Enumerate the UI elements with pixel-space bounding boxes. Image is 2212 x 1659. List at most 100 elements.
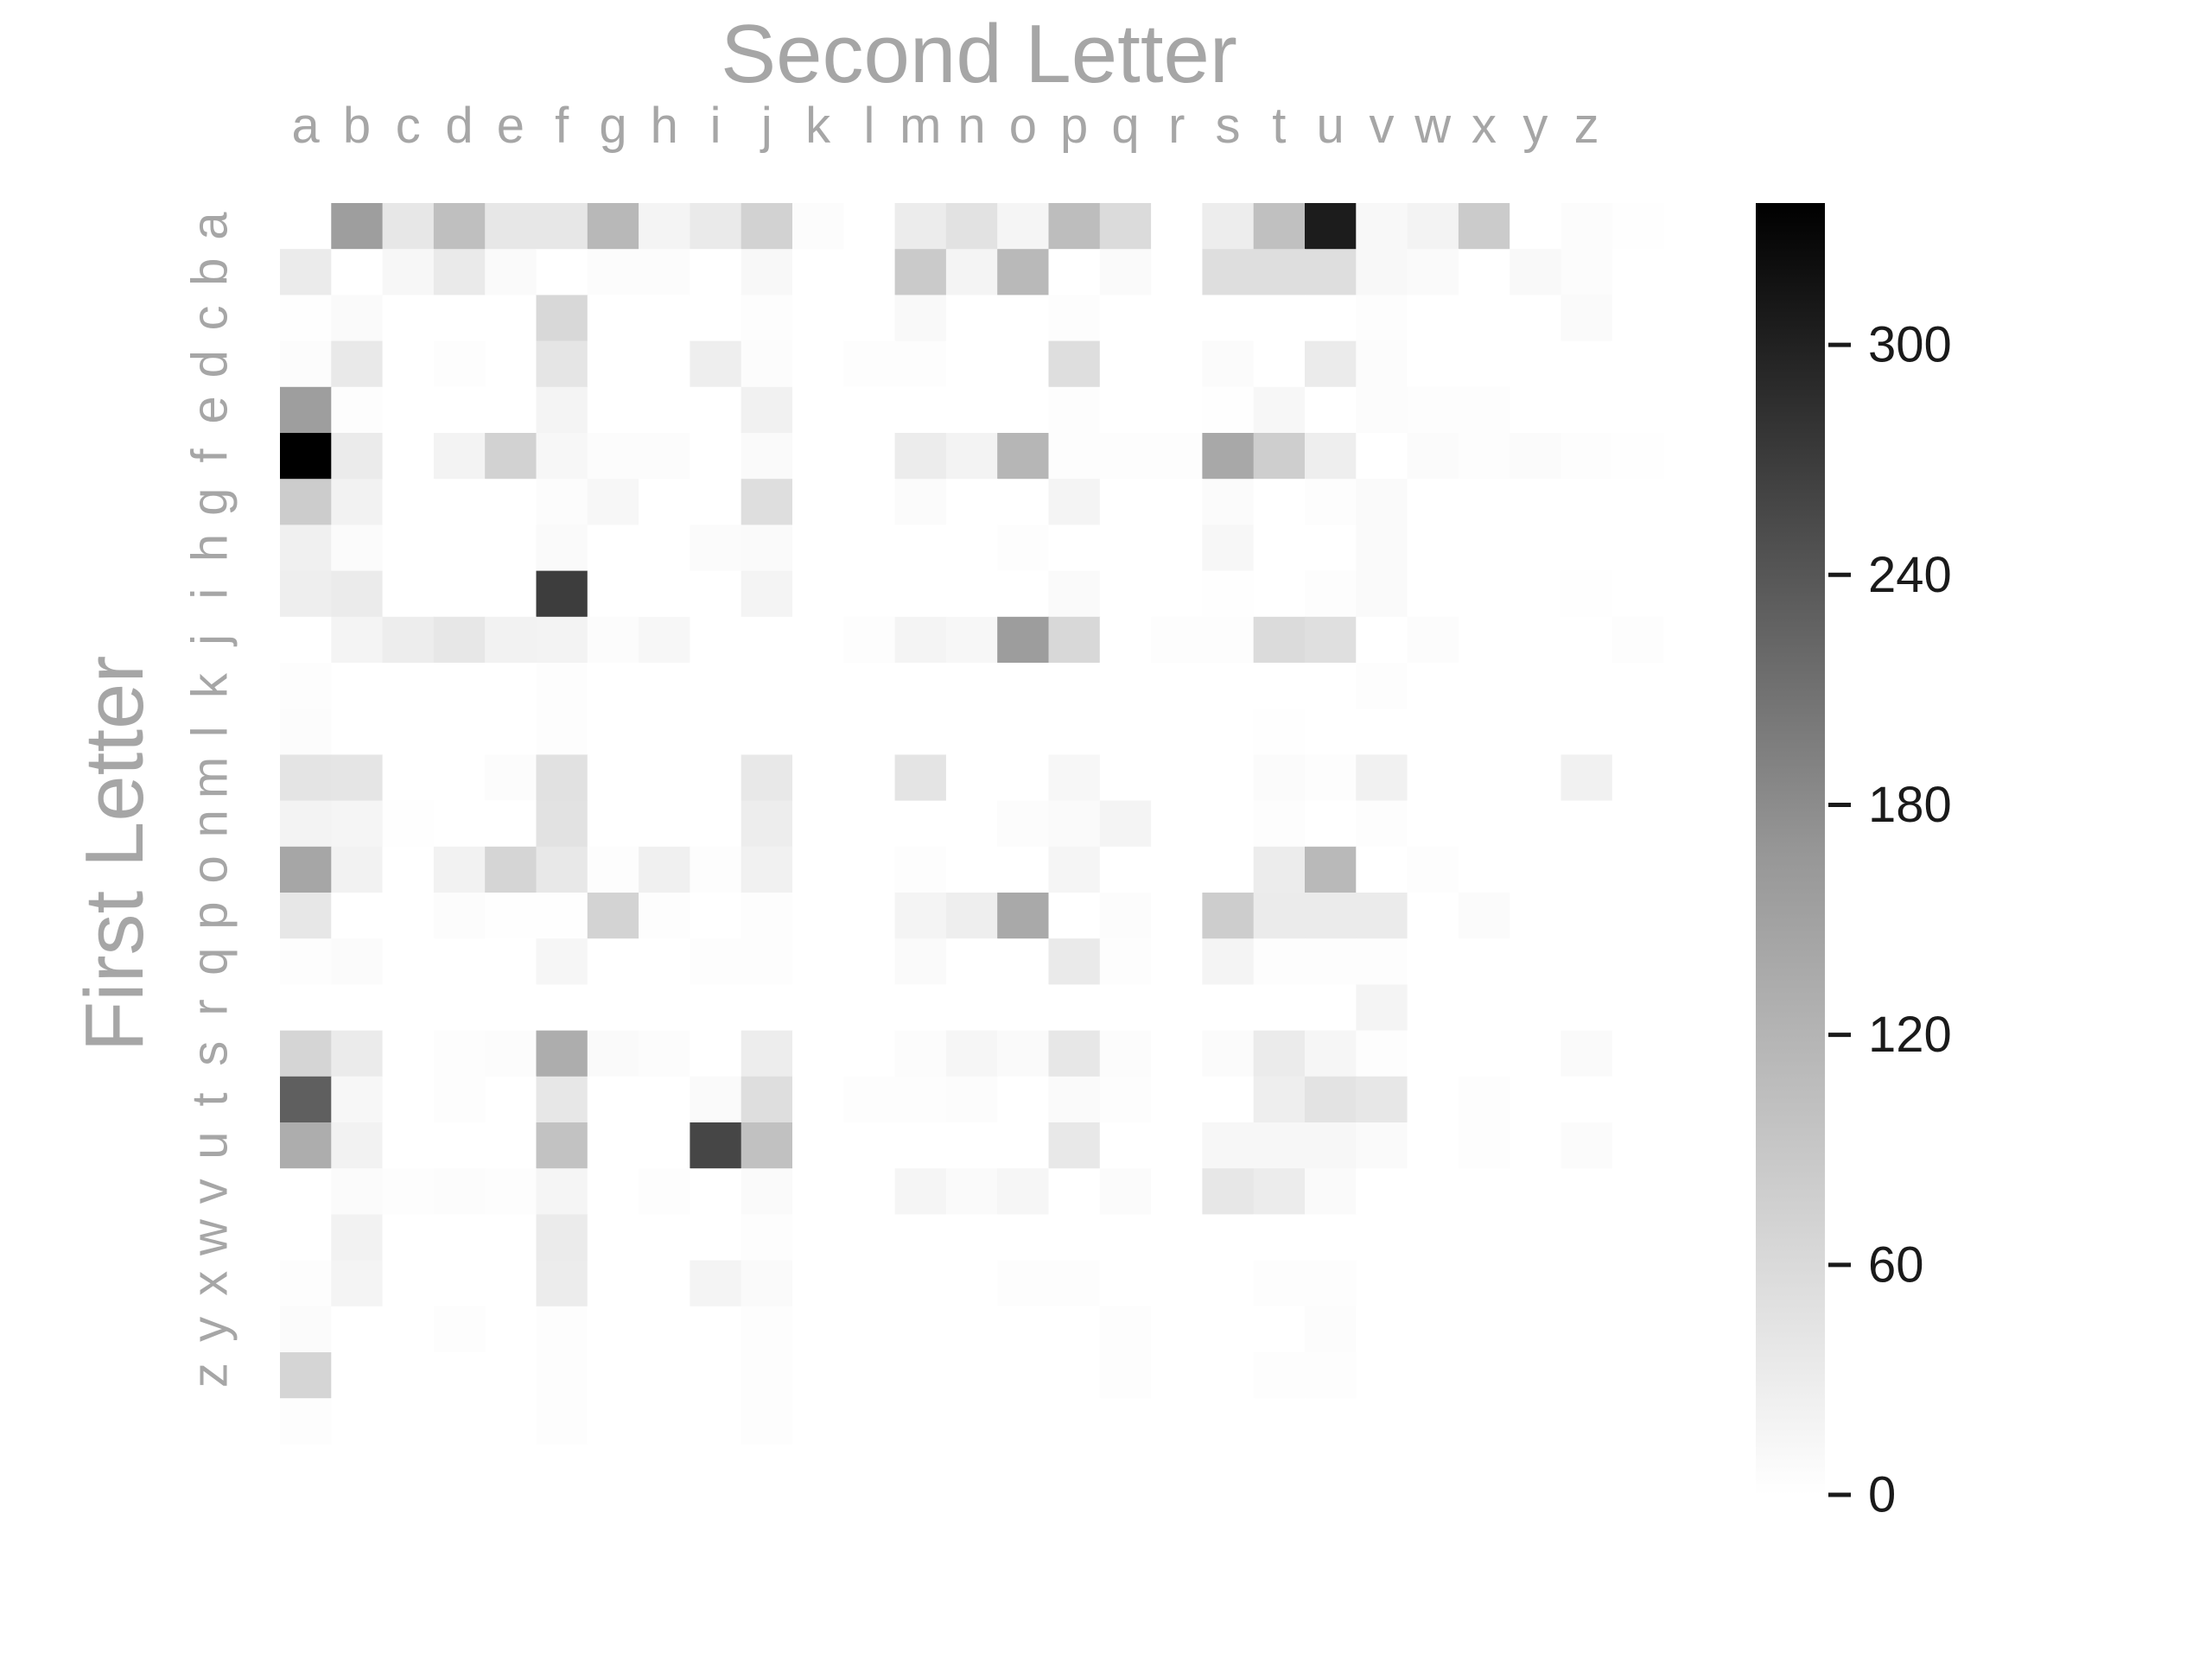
heatmap-cell (690, 249, 742, 296)
colorbar-ticks: 0 60 120 180 240 300 (1828, 317, 1952, 1523)
heatmap-cell (741, 295, 793, 342)
heatmap-cell (1305, 709, 1357, 755)
heatmap-cell (792, 846, 844, 893)
heatmap-cell (485, 984, 537, 1032)
heatmap-cell (1611, 616, 1664, 664)
heatmap-cell (587, 386, 639, 434)
heatmap-cell (997, 709, 1050, 755)
x-tick-label: b (343, 98, 371, 154)
heatmap-cell (894, 1352, 947, 1399)
heatmap-cell (1458, 340, 1510, 388)
heatmap-cell (331, 570, 384, 618)
heatmap-cell (1560, 1030, 1613, 1077)
heatmap-cell (1611, 249, 1664, 296)
colorbar-tick-label: 240 (1868, 547, 1952, 603)
heatmap-cell (433, 1306, 486, 1353)
y-tick-label: r (182, 999, 238, 1015)
heatmap-cell (1560, 984, 1613, 1032)
heatmap-cell (792, 1122, 844, 1169)
heatmap-cell (997, 1398, 1050, 1445)
heatmap-cell (945, 754, 998, 802)
heatmap-cell (997, 984, 1050, 1032)
heatmap-cell (1560, 800, 1613, 848)
heatmap-cell (1202, 249, 1255, 296)
y-tick-label: f (182, 448, 238, 463)
heatmap-cell (1458, 709, 1510, 755)
y-tick-label: e (182, 396, 238, 423)
heatmap-cell (894, 893, 947, 939)
heatmap-cell (1611, 1122, 1664, 1169)
heatmap-cell (433, 570, 486, 618)
heatmap-cell (1202, 295, 1255, 342)
heatmap-cell (1510, 479, 1562, 525)
x-tick-label: w (1414, 98, 1452, 154)
heatmap-cell (843, 984, 896, 1032)
heatmap-cell (1560, 1306, 1613, 1353)
heatmap-cell (792, 386, 844, 434)
heatmap-cell (741, 479, 793, 525)
heatmap-cell (1099, 524, 1152, 572)
heatmap-cell (331, 249, 384, 296)
heatmap-cell (945, 249, 998, 296)
y-tick-label: m (182, 757, 238, 798)
heatmap-cell (1356, 1352, 1408, 1399)
heatmap-cell (997, 1168, 1050, 1215)
heatmap-cell (1253, 663, 1306, 709)
heatmap-cell (1048, 984, 1101, 1032)
heatmap-cell (690, 1260, 742, 1307)
heatmap-cell (843, 938, 896, 985)
heatmap-cell (945, 570, 998, 618)
heatmap-cell (894, 524, 947, 572)
heatmap-cell (690, 1214, 742, 1262)
heatmap-cell (1253, 1030, 1306, 1077)
heatmap-cell (485, 1122, 537, 1169)
heatmap-cell (792, 1214, 844, 1262)
heatmap-cell (843, 754, 896, 802)
heatmap-cell (1253, 984, 1306, 1032)
heatmap-cell (1202, 663, 1255, 709)
heatmap-cell (945, 386, 998, 434)
heatmap-cell (997, 479, 1050, 525)
heatmap-cell (382, 1398, 435, 1445)
x-tick-label: u (1317, 98, 1344, 154)
y-tick-label: h (182, 534, 238, 562)
heatmap-cell (690, 800, 742, 848)
heatmap-cell (945, 524, 998, 572)
heatmap-cell (1611, 386, 1664, 434)
heatmap-cell (690, 663, 742, 709)
heatmap-cell (639, 1306, 690, 1353)
heatmap-cell (1202, 754, 1255, 802)
heatmap-cell (1099, 1306, 1152, 1353)
heatmap-cell (1611, 1260, 1664, 1307)
heatmap-cell (741, 754, 793, 802)
heatmap-cell (433, 1122, 486, 1169)
heatmap-cell (587, 1122, 639, 1169)
heatmap-cell (1458, 1352, 1510, 1399)
heatmap-cell (945, 1168, 998, 1215)
heatmap-cell (639, 249, 690, 296)
heatmap-cell (792, 340, 844, 388)
heatmap-cell (1253, 616, 1306, 664)
heatmap-cell (894, 1076, 947, 1123)
heatmap-cell (1510, 1030, 1562, 1077)
heatmap-cell (1458, 846, 1510, 893)
heatmap-cell (894, 1168, 947, 1215)
heatmap-cell (1099, 800, 1152, 848)
heatmap-cell (1099, 340, 1152, 388)
heatmap-cell (1560, 1076, 1613, 1123)
y-tick-label: u (182, 1131, 238, 1159)
heatmap-cell (280, 893, 332, 939)
heatmap-cell (485, 800, 537, 848)
heatmap-cell (945, 479, 998, 525)
heatmap-cell (587, 203, 639, 250)
heatmap-cell (997, 1122, 1050, 1169)
heatmap-cell (331, 893, 384, 939)
heatmap-cell (331, 1122, 384, 1169)
heatmap-cell (792, 984, 844, 1032)
heatmap-cell (1458, 663, 1510, 709)
heatmap-cell (945, 800, 998, 848)
heatmap-cell (1253, 203, 1306, 250)
heatmap-cell (690, 938, 742, 985)
heatmap-cell (485, 754, 537, 802)
